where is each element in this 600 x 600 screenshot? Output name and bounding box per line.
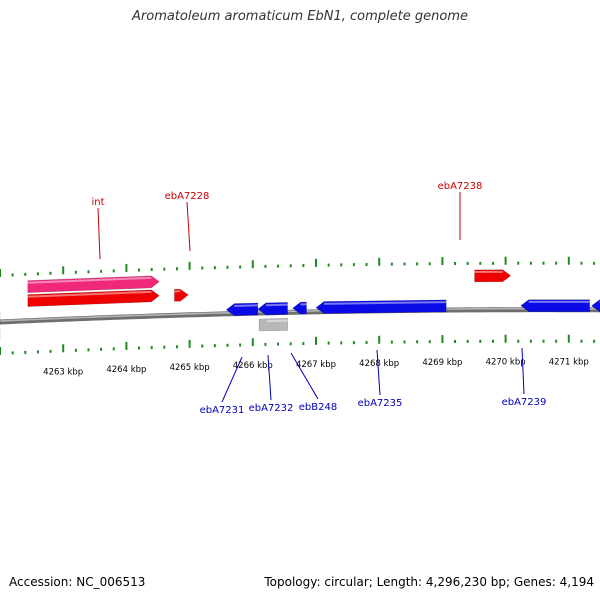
callout-ebA7238: ebA7238 — [438, 181, 483, 240]
gene-label: ebA7231 — [200, 405, 245, 416]
gene-highlight — [234, 304, 258, 308]
gene-arrow — [174, 288, 189, 302]
map-title: Aromatoleum aromaticum EbN1, complete ge… — [132, 9, 468, 24]
gene-label: ebA7238 — [438, 181, 483, 192]
scale-label: 4267 kbp — [296, 360, 336, 370]
scale-labels: 4263 kbp 4264 kbp 4265 kbp 4266 kbp 4267 kbp… — [43, 358, 589, 378]
gene-ebA7232 — [257, 302, 288, 316]
accession-number: NC_006513 — [76, 575, 146, 589]
scale-label: 4271 kbp — [549, 358, 589, 368]
callout-line — [221, 356, 243, 403]
scale-ticks — [0, 256, 596, 355]
gene-highlight — [27, 276, 152, 284]
gene-arrow — [315, 299, 447, 314]
gene-ebA7238 — [474, 269, 512, 283]
callout-ebA7239: ebA7239 — [502, 347, 547, 408]
callout-line — [267, 354, 272, 401]
gene-ebA7231 — [225, 302, 259, 316]
gene-label: ebA7239 — [502, 397, 547, 408]
gene-ebA7239 — [520, 299, 591, 313]
gene-f-red-1 — [27, 289, 160, 307]
callout-line — [521, 347, 525, 395]
gene-label: ebA7232 — [249, 403, 294, 414]
gene-arrow — [27, 289, 160, 307]
gene-ebB248 — [292, 301, 307, 315]
gene-int — [27, 275, 160, 293]
gene-arrow — [591, 299, 600, 313]
inner-tick-ring — [0, 334, 596, 355]
scale-label: 4265 kbp — [170, 363, 210, 373]
callout-line — [186, 201, 191, 252]
gene-label: ebB248 — [299, 402, 337, 413]
scale-label: 4266 kbp — [233, 361, 273, 371]
callout-ebA7228: ebA7228 — [165, 191, 210, 252]
scale-label: 4270 kbp — [486, 358, 526, 368]
accession-info: Accession: NC_006513 — [9, 575, 145, 589]
gene-callouts: int ebA7228 ebA7238 ebA7231 ebA7232 ebB248 ebA… — [91, 181, 546, 416]
scale-label: 4263 kbp — [43, 367, 83, 377]
scale-label: 4268 kbp — [359, 359, 399, 369]
callout-ebB248: ebB248 — [290, 352, 337, 413]
outer-tick-ring — [0, 256, 596, 277]
callout-line — [376, 349, 381, 396]
gene-highlight — [27, 290, 152, 298]
gene-label: int — [91, 197, 104, 208]
callout-line — [290, 352, 319, 400]
scale-label: 4269 kbp — [422, 358, 462, 368]
gene-ebA7235 — [315, 299, 447, 314]
callout-int: int — [91, 197, 105, 260]
gene-arrow — [292, 301, 307, 315]
gene-r-grey-mid — [258, 318, 288, 332]
callout-ebA7232: ebA7232 — [249, 354, 294, 414]
accession-label: Accession: — [9, 575, 73, 589]
gene-arrow — [474, 269, 512, 283]
gene-highlight — [323, 301, 447, 305]
gene-arrow — [27, 275, 160, 293]
scale-label: 4264 kbp — [106, 365, 146, 375]
gene-r-blue-right — [591, 299, 600, 313]
callout-ebA7235: ebA7235 — [358, 349, 403, 409]
gene-label: ebA7228 — [165, 191, 210, 202]
gene-label: ebA7235 — [358, 398, 403, 409]
gene-arrow — [520, 299, 591, 313]
gene-highlight — [265, 303, 288, 307]
gene-highlight — [267, 319, 288, 323]
gene-arrow — [257, 302, 288, 316]
callout-ebA7231: ebA7231 — [200, 356, 245, 416]
gene-ebA7228 — [174, 288, 189, 302]
callout-line — [97, 207, 101, 260]
topology-info: Topology: circular; Length: 4,296,230 bp… — [264, 575, 594, 589]
gene-arrow — [258, 318, 288, 332]
gene-arrow — [225, 302, 259, 316]
gene-features — [0, 269, 600, 341]
